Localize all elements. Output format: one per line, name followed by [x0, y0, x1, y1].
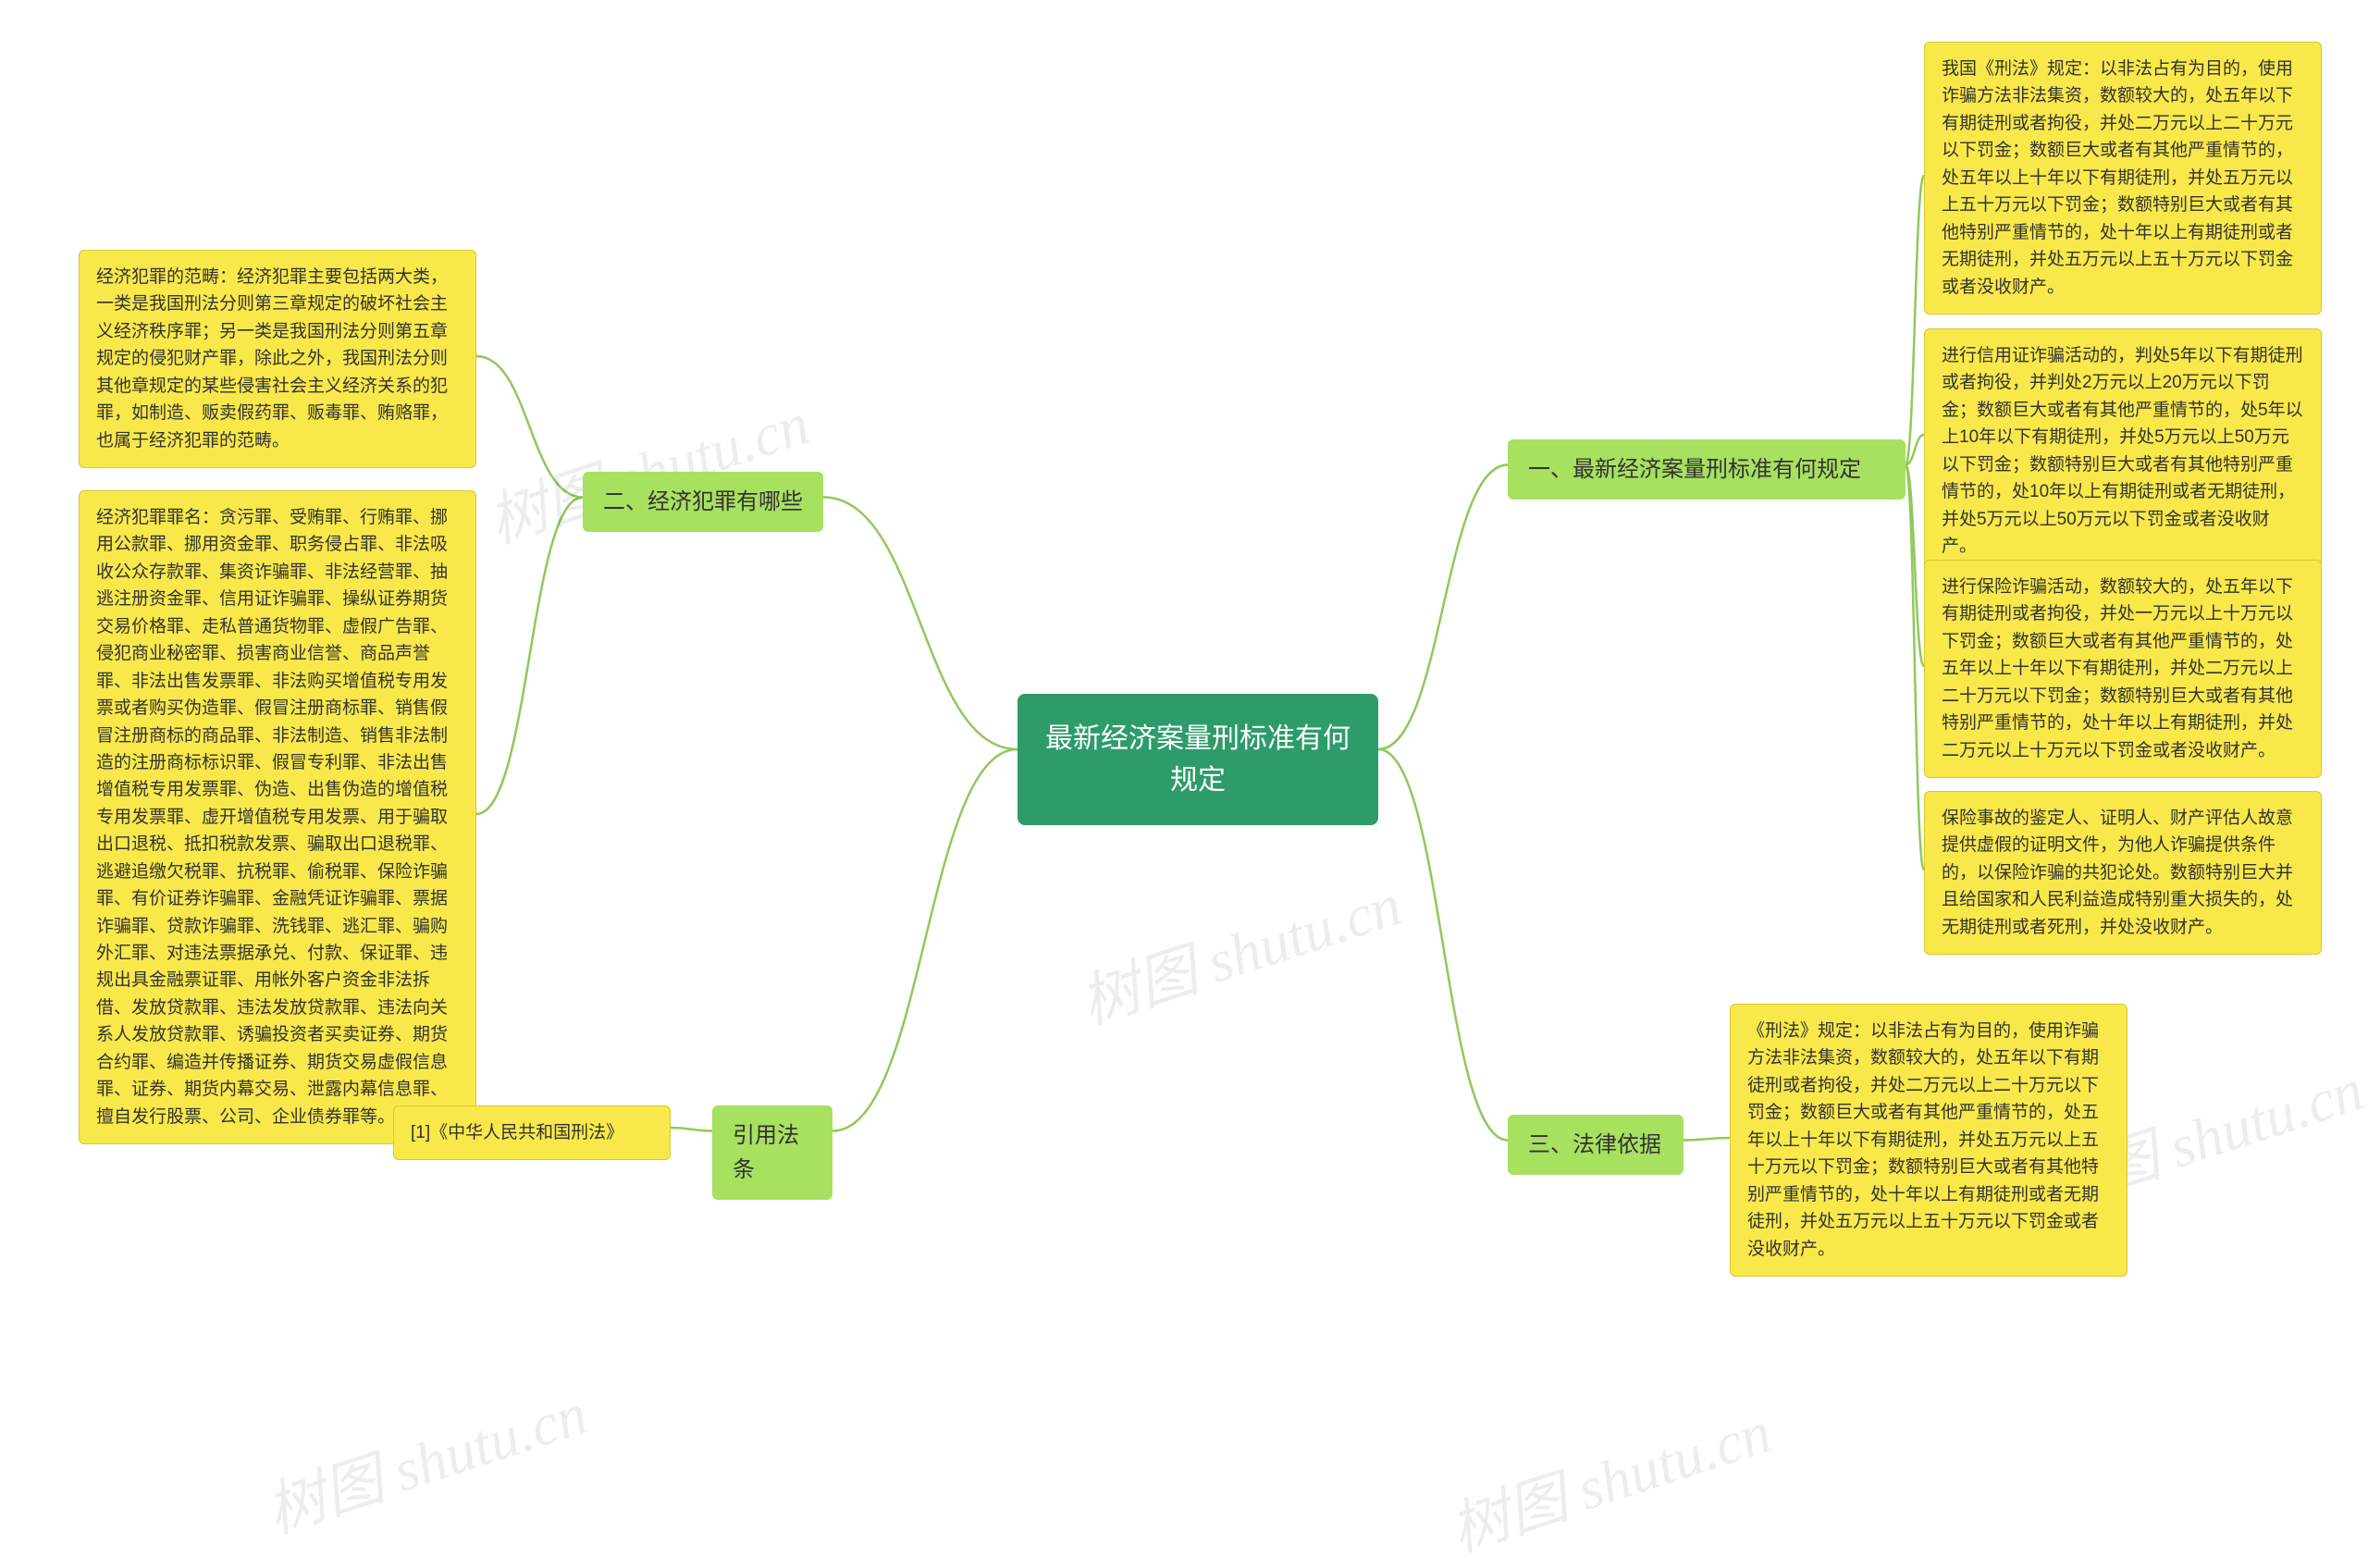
leaf-2a[interactable]: 经济犯罪的范畴：经济犯罪主要包括两大类，一类是我国刑法分则第三章规定的破坏社会主… [79, 250, 476, 468]
leaf-1a[interactable]: 我国《刑法》规定：以非法占有为目的，使用诈骗方法非法集资，数额较大的，处五年以下… [1924, 42, 2322, 315]
leaf-3a[interactable]: 《刑法》规定：以非法占有为目的，使用诈骗方法非法集资，数额较大的，处五年以下有期… [1730, 1004, 2128, 1277]
watermark: 树图 shutu.cn [1068, 858, 1411, 1041]
watermark: 树图 shutu.cn [254, 1366, 597, 1549]
branch-3[interactable]: 三、法律依据 [1508, 1115, 1684, 1175]
leaf-1d[interactable]: 保险事故的鉴定人、证明人、财产评估人故意提供虚假的证明文件，为他人诈骗提供条件的… [1924, 791, 2322, 955]
leaf-2b[interactable]: 经济犯罪罪名：贪污罪、受贿罪、行贿罪、挪用公款罪、挪用资金罪、职务侵占罪、非法吸… [79, 490, 476, 1144]
watermark: 树图 shutu.cn [476, 377, 819, 560]
branch-2[interactable]: 二、经济犯罪有哪些 [583, 472, 823, 532]
leaf-1c[interactable]: 进行保险诈骗活动，数额较大的，处五年以下有期徒刑或者拘役，并处一万元以上十万元以… [1924, 560, 2322, 778]
mindmap-canvas: 树图 shutu.cn 树图 shutu.cn 树图 shutu.cn 树图 s… [0, 0, 2368, 1487]
branch-1[interactable]: 一、最新经济案量刑标准有何规定 [1508, 439, 1906, 500]
watermark: 树图 shutu.cn [1438, 1385, 1781, 1568]
leaf-4a[interactable]: [1]《中华人民共和国刑法》 [393, 1105, 671, 1160]
leaf-1b[interactable]: 进行信用证诈骗活动的，判处5年以下有期徒刑或者拘役，并判处2万元以上20万元以下… [1924, 328, 2322, 574]
root-node[interactable]: 最新经济案量刑标准有何规定 [1018, 694, 1378, 825]
branch-4[interactable]: 引用法条 [712, 1105, 832, 1200]
